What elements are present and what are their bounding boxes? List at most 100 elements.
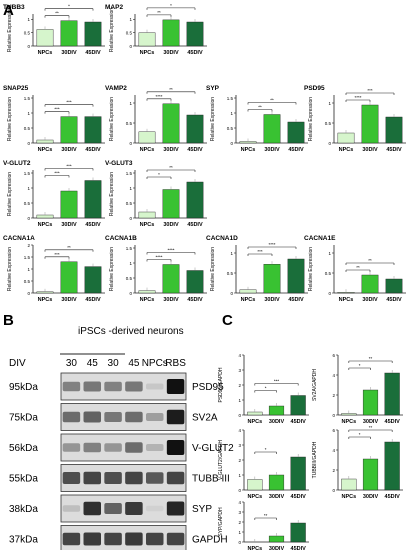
chart-2: SNAP25 Relative Expression 0 0.5 1 1.5 NPCs 30D… xyxy=(3,85,105,153)
y-tick-label: 1 xyxy=(27,186,30,191)
x-tick-label: 45DIV xyxy=(85,147,101,153)
blot-size-label: 95kDa xyxy=(9,382,38,393)
blot-size-label: 55kDa xyxy=(9,474,38,485)
x-tick-label: 30DIV xyxy=(163,147,179,153)
y-tick-label: 0 xyxy=(27,44,30,49)
chart-title: CACNA1D xyxy=(206,235,238,242)
chart-3: VAMP2 Relative Expression 0 0.5 1 NPCs 30DIV 45… xyxy=(105,85,207,153)
bar-NPCs xyxy=(36,139,54,144)
x-tick-label: NPCs xyxy=(341,494,356,500)
bar-30DIV xyxy=(162,19,180,47)
y-axis-label: PSD95/GAPDH xyxy=(218,367,224,402)
bar-30DIV xyxy=(60,20,78,47)
blot-band xyxy=(104,503,122,514)
x-tick-label: 30DIV xyxy=(269,494,285,500)
y-tick-label: 0 xyxy=(238,413,241,418)
blot-protein-label: V-GLUT2 xyxy=(192,443,234,454)
y-tick-label: 0.5 xyxy=(126,276,133,281)
y-tick-label: 0.5 xyxy=(24,279,31,284)
sig-label: ** xyxy=(368,258,372,263)
y-axis-label: SYP/GAPDH xyxy=(218,507,224,537)
blot-band xyxy=(104,472,122,484)
x-tick-label: 30DIV xyxy=(363,494,379,500)
blot-row: 75kDa SV2A xyxy=(9,403,218,431)
sig-label: *** xyxy=(54,252,60,257)
bar-45DIV xyxy=(84,116,102,144)
x-tick-label: 30DIV xyxy=(264,147,280,153)
blot-size-label: 56kDa xyxy=(9,443,38,454)
chart-14: V-GLUT2/GAPDH 0 1 2 3 4 NPCs 30DIV 45DIV * xyxy=(218,428,309,500)
blot-band xyxy=(104,443,122,452)
x-tick-label: NPCs xyxy=(247,419,262,425)
blot-strip xyxy=(60,433,187,462)
y-tick-label: 0 xyxy=(27,216,30,221)
blot-band xyxy=(104,381,122,392)
x-tick-label: 45DIV xyxy=(187,147,203,153)
lane-label: 45 xyxy=(87,358,99,369)
blot-band xyxy=(146,383,164,390)
blot-band xyxy=(83,501,101,516)
blot-band xyxy=(146,472,164,484)
chart-10: CACNA1D Relative Expression 0 0.5 1 NPCs 30DIV… xyxy=(206,235,308,303)
y-tick-label: 0 xyxy=(230,141,233,146)
chart-9: CACNA1B Relative Expression 0 0.5 1 1.5 NPCs 30… xyxy=(105,235,207,303)
x-tick-label: 45DIV xyxy=(386,147,402,153)
blot-band xyxy=(146,444,164,451)
bar-30DIV xyxy=(263,114,281,144)
sig-label: *** xyxy=(257,249,263,254)
y-axis-label: Relative Expression xyxy=(109,97,115,141)
blot-band xyxy=(104,532,122,546)
y-tick-label: 0 xyxy=(238,540,241,545)
y-tick-label: 0.5 xyxy=(325,121,332,126)
sig-label: * xyxy=(170,3,172,8)
sig-label: ** xyxy=(67,245,71,250)
x-tick-label: 30DIV xyxy=(264,297,280,303)
x-tick-label: NPCs xyxy=(38,147,53,153)
blot-band xyxy=(62,381,81,392)
chart-title: TUBB3 xyxy=(3,4,25,11)
x-tick-label: 45DIV xyxy=(291,546,307,550)
x-tick-label: 45DIV xyxy=(85,50,101,56)
blot-protein-label: SV2A xyxy=(192,413,218,424)
panel-label-c: C xyxy=(222,312,233,329)
bar-NPCs xyxy=(138,131,156,144)
x-tick-label: 45DIV xyxy=(288,297,304,303)
bar-NPCs xyxy=(341,413,357,416)
sig-label: * xyxy=(158,172,160,177)
blot-row: 56kDa V-GLUT2 xyxy=(9,433,234,462)
sig-label: *** xyxy=(54,107,60,112)
x-tick-label: 45DIV xyxy=(85,222,101,228)
x-tick-label: 45DIV xyxy=(386,297,402,303)
x-tick-label: 30DIV xyxy=(362,297,378,303)
blot-band xyxy=(62,532,81,546)
bar-45DIV xyxy=(186,270,204,294)
bar-30DIV xyxy=(263,264,281,294)
sig-label: *** xyxy=(367,88,373,93)
blot-size-label: 37kDa xyxy=(9,535,38,546)
x-tick-label: 45DIV xyxy=(385,419,401,425)
bar-NPCs xyxy=(247,479,263,491)
bar-NPCs xyxy=(337,132,355,144)
y-tick-label: 1 xyxy=(129,186,132,191)
x-tick-label: 30DIV xyxy=(61,50,77,56)
x-tick-label: 45DIV xyxy=(291,494,307,500)
sig-label: **** xyxy=(268,242,275,247)
y-tick-label: 2 xyxy=(332,393,335,398)
y-tick-label: 3 xyxy=(238,510,241,515)
y-tick-label: 0.5 xyxy=(325,271,332,276)
sig-label: * xyxy=(265,386,267,391)
blot-band xyxy=(146,413,164,421)
bar-45DIV xyxy=(84,180,102,219)
y-tick-label: 2 xyxy=(332,468,335,473)
blot-band xyxy=(83,471,101,485)
blot-band xyxy=(62,472,81,484)
sig-label: ** xyxy=(55,11,59,16)
bar-45DIV xyxy=(290,395,306,416)
sig-label: ** xyxy=(270,98,274,103)
y-tick-label: 0.5 xyxy=(227,271,234,276)
bar-30DIV xyxy=(268,405,285,416)
chart-5: PSD95 Relative Expression 0 0.5 1 NPCs 30DIV 45… xyxy=(304,85,406,153)
lane-label: 45 xyxy=(128,358,140,369)
y-tick-label: 1 xyxy=(328,251,331,256)
y-tick-label: 0.5 xyxy=(24,126,31,131)
